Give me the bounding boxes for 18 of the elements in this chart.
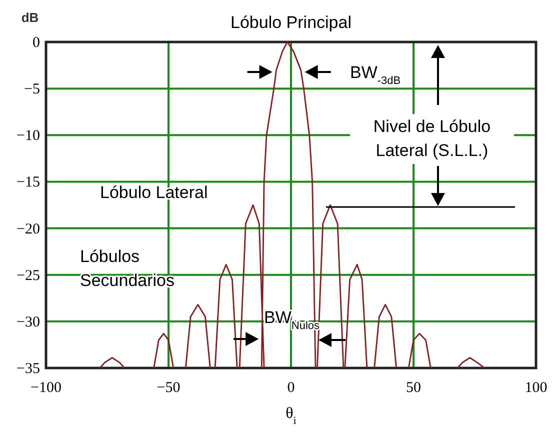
y-axis-title: dB <box>21 10 39 25</box>
annotation: BW$_{-3dB}$ <box>350 63 401 87</box>
y-tick-label: −35 <box>16 361 40 377</box>
y-tick-label: −10 <box>16 128 40 144</box>
y-tick-label: −15 <box>16 174 40 191</box>
y-tick-label: −25 <box>16 268 40 284</box>
x-tick-label: −100 <box>30 380 62 396</box>
x-tick-label: −50 <box>156 380 180 396</box>
annotation: Nivel de Lóbulo Lateral (S.L.L.) <box>373 117 491 160</box>
x-axis-title: θ$_{i}$ <box>286 405 296 427</box>
y-tick-label: 0 <box>32 35 40 51</box>
y-tick-label: −20 <box>16 221 40 238</box>
y-tick-label: −5 <box>24 82 40 98</box>
x-tick-label: 100 <box>524 380 548 396</box>
x-tick-label: 50 <box>406 380 421 396</box>
text: Lóbulo Principal <box>230 13 352 32</box>
y-tick-label: −30 <box>16 314 40 330</box>
x-tick-label: 0 <box>287 380 295 396</box>
